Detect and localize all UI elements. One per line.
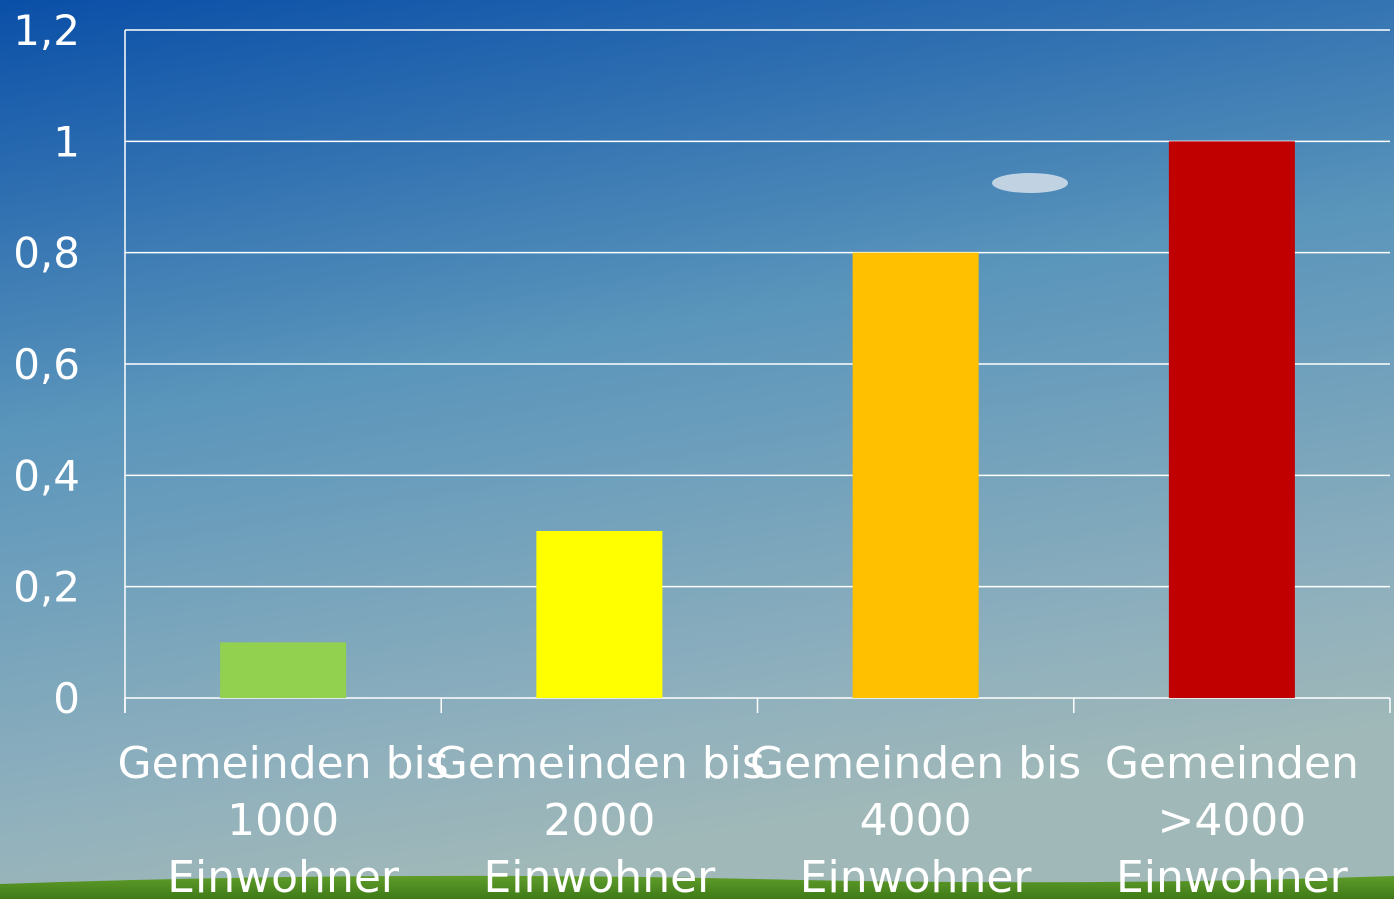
y-tick-label: 1 [53, 117, 80, 166]
y-tick-label: 1,2 [13, 6, 80, 55]
y-tick-label: 0,4 [13, 451, 80, 500]
bar [1169, 141, 1295, 698]
bar [536, 531, 662, 698]
y-tick-label: 0 [53, 674, 80, 723]
chart: 00,20,40,60,811,2Gemeinden bis1000Einwoh… [0, 0, 1394, 899]
bar [220, 642, 346, 698]
bar [853, 253, 979, 698]
cloud [992, 173, 1068, 193]
y-tick-label: 0,6 [13, 340, 80, 389]
y-tick-label: 0,8 [13, 229, 80, 278]
y-tick-label: 0,2 [13, 563, 80, 612]
